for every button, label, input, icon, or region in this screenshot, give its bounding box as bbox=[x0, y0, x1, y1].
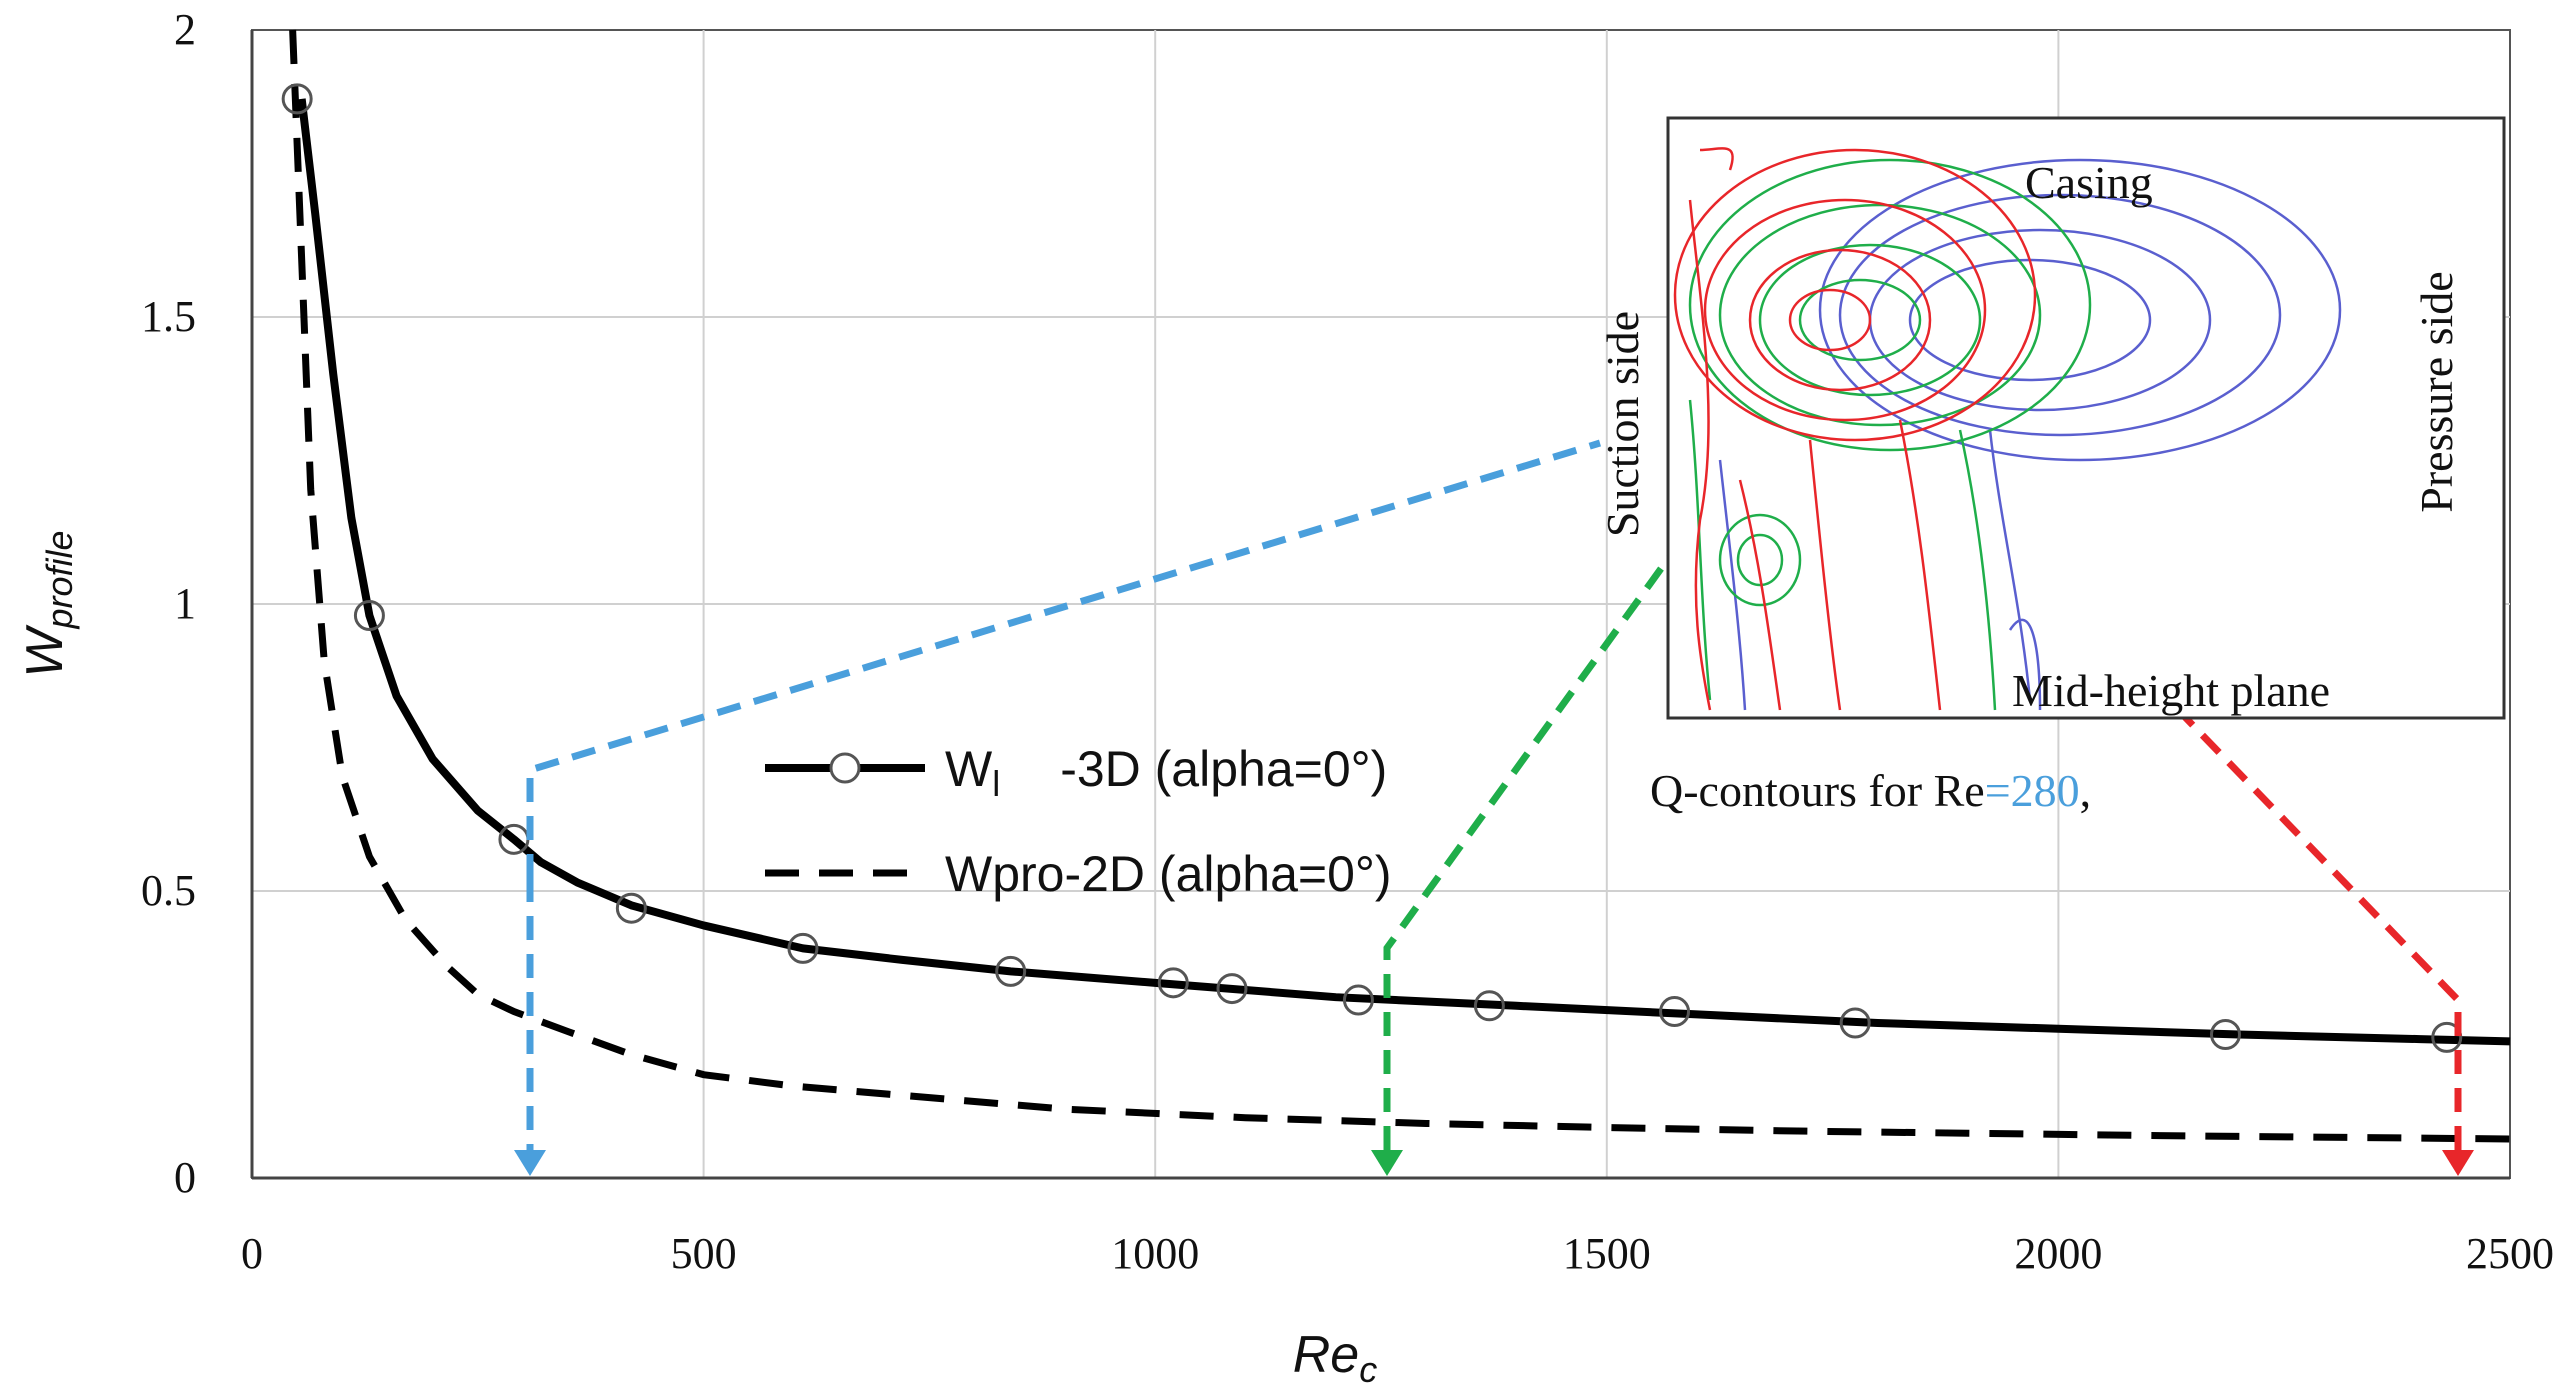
x-tick-label: 2500 bbox=[2466, 1229, 2554, 1278]
inset-pressure-label: Pressure side bbox=[2411, 271, 2462, 512]
legend-marker bbox=[829, 752, 861, 784]
series-line-3d bbox=[297, 98, 2511, 1046]
green-contours bbox=[1688, 158, 2092, 711]
data-point-3d bbox=[281, 83, 313, 115]
inset-midheight-label: Mid-height plane bbox=[2012, 665, 2330, 716]
y-tick-label: 1.5 bbox=[141, 292, 196, 341]
x-tick-label: 500 bbox=[671, 1229, 737, 1278]
x-axis-title: Rec bbox=[1293, 1326, 1377, 1390]
data-point-3d bbox=[995, 955, 1027, 987]
x-tick-label: 2000 bbox=[2014, 1229, 2102, 1278]
inset-casing-label: Casing bbox=[2025, 157, 2153, 208]
inset-q-contours: Casing Suction side Pressure side Mid-he… bbox=[1597, 116, 2506, 816]
inset-suction-label: Suction side bbox=[1597, 311, 1648, 537]
blue-arrow bbox=[526, 439, 1602, 878]
red-arrowhead bbox=[2442, 1150, 2474, 1176]
series-layer bbox=[281, 29, 2511, 1143]
data-point-3d bbox=[1342, 984, 1374, 1016]
green-arrowhead bbox=[1371, 1150, 1403, 1176]
y-tick-label: 1 bbox=[174, 579, 196, 628]
blue-arrowhead bbox=[514, 1150, 546, 1176]
x-tick-label: 0 bbox=[241, 1229, 263, 1278]
green-arrow bbox=[1383, 387, 1793, 1150]
blue-contours bbox=[1718, 158, 2342, 711]
x-tick-label: 1000 bbox=[1111, 1229, 1199, 1278]
y-tick-label: 0 bbox=[174, 1153, 196, 1202]
tick-labels: 0 500 1000 1500 2000 2500 0 0.5 1 1.5 2 bbox=[141, 5, 2554, 1278]
legend-label-3d: Wl -3D (alpha=0°) bbox=[945, 741, 1387, 804]
y-tick-label: 2 bbox=[174, 5, 196, 54]
data-point-3d bbox=[1157, 967, 1189, 999]
legend: Wl -3D (alpha=0°) Wpro-2D (alpha=0°) bbox=[765, 741, 1392, 902]
data-point-3d bbox=[1839, 1007, 1871, 1039]
data-point-3d bbox=[787, 932, 819, 964]
y-axis-title: Wprofile bbox=[16, 530, 80, 677]
red-contours bbox=[1673, 147, 2037, 711]
data-point-3d bbox=[2209, 1019, 2241, 1050]
data-point-3d bbox=[1473, 990, 1505, 1022]
data-point-3d bbox=[353, 599, 385, 631]
data-point-3d bbox=[1659, 996, 1691, 1028]
series-line-2d bbox=[289, 29, 2511, 1143]
y-tick-label: 0.5 bbox=[141, 866, 196, 915]
data-point-3d bbox=[615, 892, 647, 924]
data-point-3d bbox=[1216, 973, 1248, 1005]
inset-caption: Q-contours for Re=280, bbox=[1650, 765, 2091, 816]
data-point-3d bbox=[2431, 1021, 2463, 1053]
legend-label-2d: Wpro-2D (alpha=0°) bbox=[945, 846, 1392, 902]
x-tick-label: 1500 bbox=[1563, 1229, 1651, 1278]
